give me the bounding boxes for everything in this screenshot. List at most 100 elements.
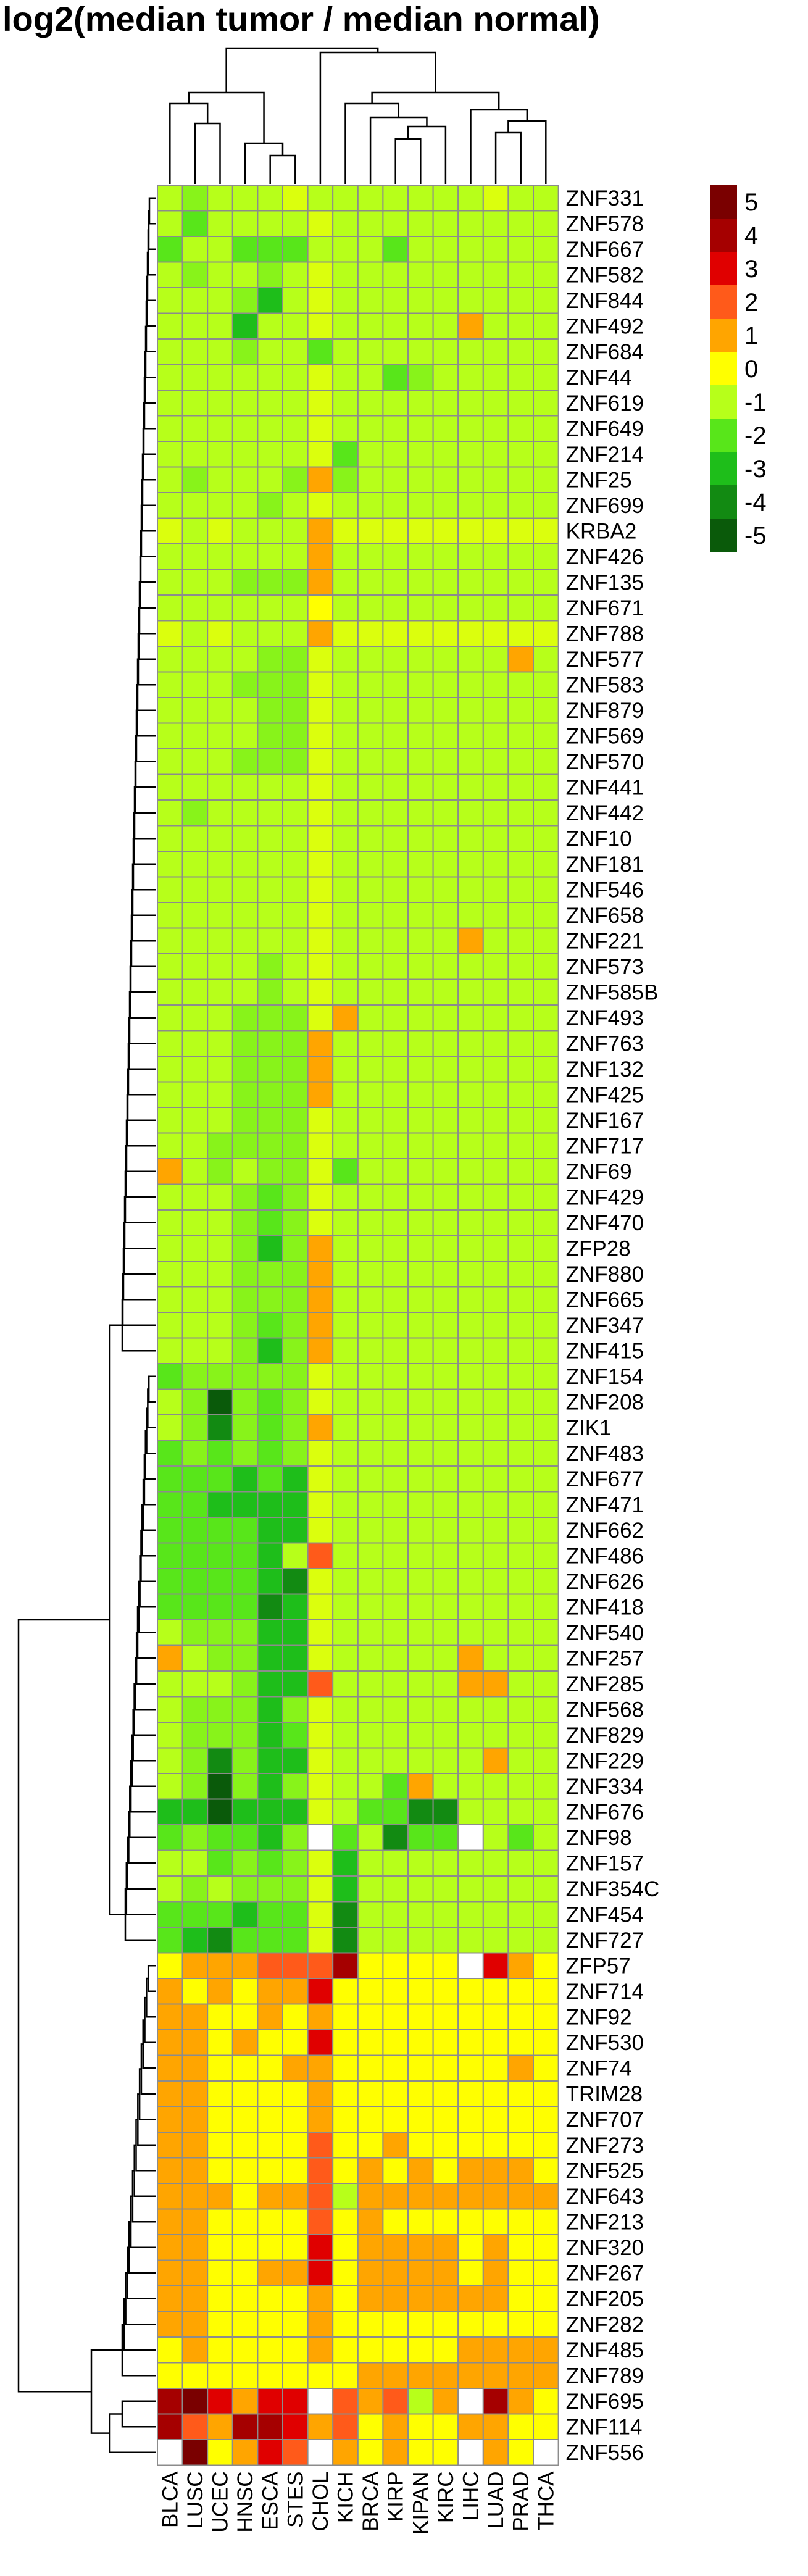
heatmap-cell <box>257 390 283 417</box>
heatmap-cell <box>407 287 434 314</box>
heatmap-cell <box>382 1696 409 1723</box>
heatmap-cell <box>332 1517 359 1544</box>
heatmap-cell <box>207 1004 233 1032</box>
heatmap-cell <box>533 390 559 417</box>
heatmap-cell <box>482 2439 509 2466</box>
heatmap-cell <box>432 1030 459 1057</box>
heatmap-cell <box>533 441 559 468</box>
heatmap-cell <box>181 2054 209 2082</box>
heatmap-cell <box>181 1004 209 1032</box>
heatmap-cell <box>307 1081 334 1108</box>
heatmap-cell <box>157 517 183 544</box>
heatmap-cell <box>257 1235 283 1262</box>
heatmap-cell <box>181 1235 209 1262</box>
heatmap-cell <box>457 2388 484 2415</box>
heatmap-cell <box>457 2311 484 2338</box>
row-label: ZNF671 <box>566 596 644 620</box>
heatmap-cell <box>432 2311 459 2338</box>
heatmap-cell <box>482 799 509 827</box>
heatmap-cell <box>307 1158 334 1185</box>
heatmap-cell <box>181 1440 209 1467</box>
heatmap-cell <box>257 2157 283 2184</box>
heatmap-cell <box>207 287 233 314</box>
heatmap-cell <box>157 620 183 647</box>
column-labels: BLCA LUSC UCEC HNSC ESCA STES CHOL KICH BRCA KIRP… <box>158 2471 558 2535</box>
heatmap-cell <box>357 287 384 314</box>
heatmap-cell <box>482 1798 509 1825</box>
heatmap-cell <box>157 799 183 827</box>
heatmap-cell <box>407 1696 434 1723</box>
row-label: ZNF25 <box>566 468 632 492</box>
heatmap-cell <box>157 1593 183 1620</box>
heatmap-cell <box>157 1030 183 1057</box>
heatmap-cell <box>507 773 535 801</box>
row-label: ZNF154 <box>566 1365 644 1389</box>
column-label: LUSC <box>183 2472 207 2529</box>
row-label: ZNF442 <box>566 801 644 825</box>
heatmap-cell <box>432 569 459 596</box>
heatmap-cell <box>257 2183 283 2210</box>
row-label: ZNF788 <box>566 622 644 646</box>
heatmap-cell <box>231 2183 259 2210</box>
heatmap-cell <box>507 338 535 365</box>
heatmap-cell <box>207 569 233 596</box>
heatmap-cell <box>482 825 509 852</box>
heatmap-cell <box>482 2003 509 2030</box>
heatmap-cell <box>507 1209 535 1236</box>
heatmap-cell <box>432 2413 459 2440</box>
heatmap-cell <box>257 2336 283 2364</box>
heatmap-cell <box>457 1491 484 1518</box>
heatmap-cell <box>157 1568 183 1595</box>
heatmap-cell <box>457 1261 484 1288</box>
heatmap-cell <box>382 1235 409 1262</box>
heatmap-cell <box>282 1261 309 1288</box>
heatmap-cell <box>507 1286 535 1313</box>
heatmap-cell <box>307 287 334 314</box>
heatmap-cell <box>507 2029 535 2056</box>
row-label: ZNF556 <box>566 2441 644 2465</box>
heatmap-cell <box>231 1952 259 1979</box>
heatmap-cell <box>507 543 535 570</box>
heatmap-cell <box>432 1875 459 1903</box>
heatmap-cell <box>432 953 459 980</box>
heatmap-cell <box>282 1849 309 1877</box>
heatmap-cell <box>382 1773 409 1800</box>
heatmap-cell <box>231 594 259 622</box>
heatmap-cell <box>257 338 283 365</box>
heatmap-cell <box>307 1414 334 1441</box>
heatmap-cell <box>457 1644 484 1672</box>
heatmap-cell <box>257 697 283 724</box>
heatmap-cell <box>482 1286 509 1313</box>
heatmap-cell <box>157 1107 183 1134</box>
heatmap-cell <box>382 927 409 954</box>
heatmap-cell <box>282 2285 309 2312</box>
column-dendrogram-branch <box>394 138 422 184</box>
heatmap-cell <box>181 876 209 903</box>
heatmap-cell <box>181 773 209 801</box>
heatmap-cell <box>407 210 434 237</box>
heatmap-cell <box>207 1901 233 1928</box>
heatmap-cell <box>282 2234 309 2261</box>
heatmap-cell <box>357 312 384 340</box>
heatmap-cell <box>332 364 359 391</box>
heatmap-cell <box>231 2080 259 2107</box>
heatmap-cell <box>332 1875 359 1903</box>
heatmap-cell <box>307 646 334 673</box>
heatmap-cell <box>181 312 209 340</box>
heatmap-cell <box>357 1517 384 1544</box>
heatmap-cell <box>533 1696 559 1723</box>
heatmap-cell <box>207 646 233 673</box>
heatmap-cell <box>507 2183 535 2210</box>
heatmap-cell <box>407 2208 434 2235</box>
heatmap-cell <box>533 1542 559 1569</box>
heatmap-cell <box>507 1747 535 1774</box>
heatmap-cell <box>282 492 309 519</box>
row-label: ZNF167 <box>566 1109 644 1133</box>
column-dendrogram <box>169 47 547 184</box>
heatmap-cell <box>407 1132 434 1159</box>
heatmap-cell <box>357 697 384 724</box>
heatmap-cell <box>157 2362 183 2389</box>
heatmap-cell <box>282 543 309 570</box>
heatmap-cell <box>157 1209 183 1236</box>
heatmap-cell <box>181 2259 209 2286</box>
